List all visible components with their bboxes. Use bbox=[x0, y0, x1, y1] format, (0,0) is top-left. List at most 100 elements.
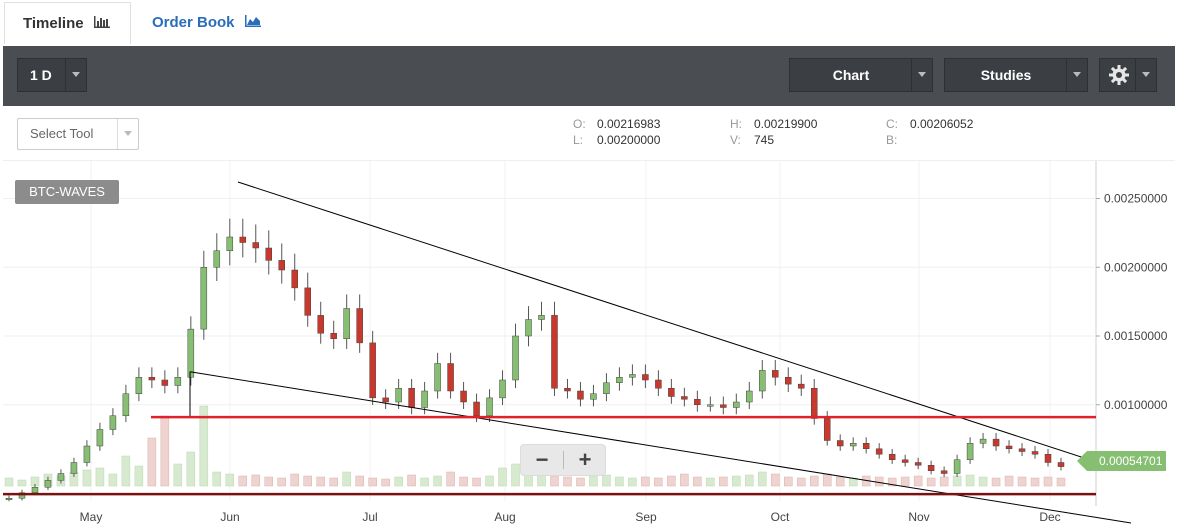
volume-bar bbox=[95, 467, 105, 487]
volume-bar bbox=[342, 471, 351, 487]
volume-bar bbox=[121, 455, 131, 487]
candle-body bbox=[772, 370, 779, 378]
candle-body bbox=[434, 363, 441, 392]
candle-body bbox=[966, 443, 974, 460]
candle-body bbox=[317, 315, 324, 334]
candle-body bbox=[901, 459, 909, 463]
chart-grid bbox=[3, 161, 1097, 506]
candle-body bbox=[356, 308, 363, 344]
price-chart[interactable]: 0.00250000 0.00200000 0.00150000 0.00100000… bbox=[3, 161, 1175, 530]
chevron-down-icon bbox=[1066, 59, 1087, 91]
candle-body bbox=[265, 247, 273, 261]
tab-timeline-label: Timeline bbox=[23, 15, 84, 32]
volume-bar bbox=[1043, 476, 1053, 487]
volume-bar bbox=[225, 473, 235, 487]
volume-bar bbox=[173, 463, 183, 487]
candle-body bbox=[109, 415, 117, 430]
volume-bars bbox=[4, 405, 1066, 487]
candle-body bbox=[525, 319, 532, 337]
candles bbox=[5, 218, 1065, 502]
candle-body bbox=[551, 315, 558, 389]
volume-bar bbox=[978, 476, 988, 487]
candle-body bbox=[70, 462, 78, 474]
volume-bar bbox=[134, 465, 144, 487]
ohlc-high-value: 0.00219900 bbox=[754, 117, 818, 131]
candle-body bbox=[992, 438, 1000, 447]
candle-body bbox=[239, 236, 247, 243]
volume-bar bbox=[641, 476, 650, 487]
candle-body bbox=[213, 250, 221, 268]
chart-type-label: Chart bbox=[832, 67, 870, 83]
volume-bar bbox=[264, 476, 274, 487]
volume-bar bbox=[965, 474, 975, 487]
volume-bar bbox=[667, 475, 676, 487]
zoom-in-button[interactable]: + bbox=[578, 447, 592, 472]
volume-bar bbox=[874, 476, 884, 487]
candle-body bbox=[408, 388, 415, 408]
bar-chart-icon bbox=[93, 3, 110, 45]
candle-body bbox=[875, 448, 883, 455]
candle-body bbox=[343, 308, 350, 339]
ohlc-close-value: 0.00206052 bbox=[910, 117, 974, 131]
chevron-down-icon bbox=[65, 59, 86, 91]
x-tick-label: Aug bbox=[494, 510, 515, 524]
lower-trend-line bbox=[189, 371, 1132, 524]
candle-body bbox=[369, 342, 376, 399]
candle-body bbox=[382, 397, 389, 403]
volume-bar bbox=[784, 476, 793, 487]
volume-bar bbox=[706, 477, 715, 487]
candle-body bbox=[642, 374, 649, 381]
candle-body bbox=[1005, 445, 1013, 449]
candle-body bbox=[888, 454, 896, 460]
candle-body bbox=[83, 445, 91, 463]
candle-body bbox=[486, 397, 493, 416]
volume-bar bbox=[900, 476, 910, 487]
candle-body bbox=[785, 377, 792, 385]
y-tick-label: 0.00100000 bbox=[1104, 398, 1168, 412]
candle-body bbox=[460, 390, 467, 403]
volume-bar bbox=[602, 474, 611, 487]
volume-bar bbox=[498, 467, 507, 487]
candle-body bbox=[1044, 454, 1052, 463]
volume-bar bbox=[108, 473, 118, 487]
volume-bar bbox=[147, 437, 157, 487]
candle-body bbox=[694, 399, 701, 405]
candle-body bbox=[512, 335, 519, 381]
studies-label: Studies bbox=[980, 67, 1032, 83]
chart-toolbar: 1 D Chart Studies bbox=[3, 46, 1175, 106]
x-tick-label: Oct bbox=[771, 510, 790, 524]
tab-timeline[interactable]: Timeline bbox=[4, 2, 131, 44]
chart-type-dropdown[interactable]: Chart bbox=[789, 58, 933, 92]
volume-bar bbox=[926, 477, 936, 487]
settings-dropdown[interactable] bbox=[1099, 58, 1157, 92]
volume-bar bbox=[745, 474, 754, 487]
volume-bar bbox=[576, 477, 585, 487]
candle-body bbox=[655, 379, 662, 389]
candle-body bbox=[927, 465, 935, 471]
zoom-out-button[interactable]: − bbox=[535, 447, 549, 472]
candle-body bbox=[953, 459, 961, 474]
volume-bar bbox=[472, 477, 481, 487]
candle-body bbox=[681, 396, 688, 400]
volume-bar bbox=[1030, 477, 1040, 487]
volume-bar bbox=[628, 477, 637, 487]
volume-bar bbox=[913, 475, 923, 487]
select-tool-label: Select Tool bbox=[30, 126, 94, 141]
volume-bar bbox=[82, 469, 92, 487]
trend-lines bbox=[3, 181, 1132, 524]
volume-bar bbox=[277, 477, 286, 487]
studies-dropdown[interactable]: Studies bbox=[944, 58, 1088, 92]
select-tool-dropdown[interactable]: Select Tool bbox=[17, 118, 139, 150]
tab-order-book[interactable]: Order Book bbox=[152, 2, 282, 44]
candle-body bbox=[421, 390, 428, 408]
volume-bar bbox=[822, 473, 832, 487]
candle-body bbox=[447, 363, 454, 392]
volume-bar bbox=[212, 471, 222, 487]
volume-bar bbox=[511, 463, 520, 487]
candle-body bbox=[174, 377, 182, 386]
ohlc-open: O: 0.00216983 bbox=[573, 117, 661, 131]
period-dropdown[interactable]: 1 D bbox=[17, 58, 87, 92]
chevron-down-icon bbox=[117, 119, 138, 149]
candle-body bbox=[226, 236, 234, 251]
volume-bar bbox=[368, 477, 377, 487]
